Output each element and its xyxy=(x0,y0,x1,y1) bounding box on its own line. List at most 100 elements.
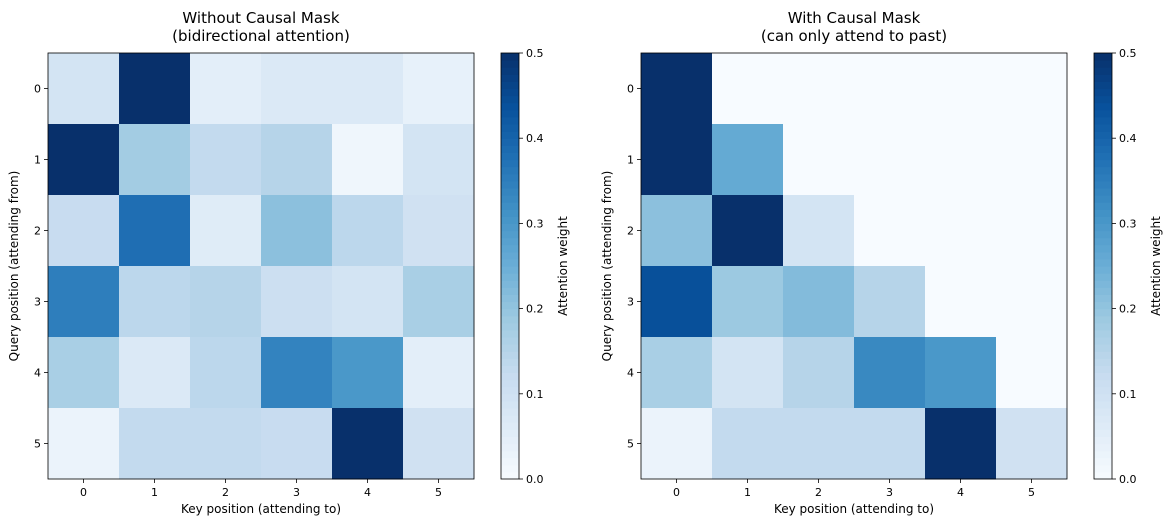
colorbar-segment xyxy=(1094,315,1112,324)
heatmap-cell-5-4 xyxy=(925,408,997,480)
colorbar-segment xyxy=(501,273,519,281)
colorbar-segment xyxy=(501,322,519,331)
heatmap-cell-2-3 xyxy=(854,195,926,267)
y-tick-label-2: 2 xyxy=(627,225,634,238)
heatmap-cell-0-1 xyxy=(119,53,191,125)
colorbar-segment xyxy=(1094,173,1112,182)
heatmap-cell-4-4 xyxy=(925,337,997,409)
colorbar-segment xyxy=(501,202,519,210)
colorbar-segment xyxy=(1094,329,1112,338)
heatmap-cell-1-4 xyxy=(332,124,404,196)
colorbar-segment xyxy=(501,223,519,232)
heatmap-cell-5-5 xyxy=(403,408,475,480)
colorbar-segment xyxy=(1094,244,1112,253)
colorbar-segment xyxy=(501,337,519,345)
colorbar-segment xyxy=(501,450,519,459)
chart-title-line-1: With Causal Mask xyxy=(788,9,921,27)
colorbar-0: 0.0 0.1 0.2 0.3 0.4 0.5 Attention weight xyxy=(500,47,570,486)
colorbar-segment xyxy=(501,372,519,381)
colorbar-segment xyxy=(501,81,519,90)
heatmap-cell-5-0 xyxy=(48,408,120,480)
colorbar-segment xyxy=(1094,400,1112,409)
colorbar-segment xyxy=(1094,372,1112,381)
colorbar-segment xyxy=(501,329,519,338)
colorbar-tick-label-2: 0.2 xyxy=(1119,303,1137,316)
colorbar-label: Attention weight xyxy=(1149,216,1163,316)
heatmap-cell-2-0 xyxy=(48,195,120,267)
colorbar-segment xyxy=(501,187,519,196)
chart-title-line-2: (can only attend to past) xyxy=(761,27,947,45)
colorbar-segment xyxy=(1094,280,1112,288)
colorbar-segment xyxy=(501,471,519,480)
heatmap-cell-3-5 xyxy=(403,266,475,338)
colorbar-segment xyxy=(501,95,519,104)
colorbar-segment xyxy=(501,400,519,409)
colorbar-segment xyxy=(1094,131,1112,139)
heatmap-cell-2-1 xyxy=(119,195,191,267)
colorbar-segment xyxy=(501,408,519,416)
heatmap-cell-3-2 xyxy=(783,266,855,338)
colorbar-segment xyxy=(501,166,519,175)
colorbar-segment xyxy=(1094,152,1112,161)
colorbar-segment xyxy=(1094,88,1112,97)
heatmap-cell-2-4 xyxy=(332,195,404,267)
y-tick-label-4: 4 xyxy=(627,367,634,380)
x-tick-label-3: 3 xyxy=(886,486,893,499)
colorbar-segment xyxy=(1094,195,1112,203)
colorbar-segment xyxy=(1094,322,1112,331)
colorbar-segment xyxy=(501,415,519,423)
heatmap-cell-4-3 xyxy=(261,337,333,409)
colorbar-tick-label-0: 0.0 xyxy=(526,473,544,486)
colorbar-tick-label-3: 0.3 xyxy=(526,217,544,230)
colorbar-segment xyxy=(501,131,519,139)
colorbar-segment xyxy=(1094,159,1112,168)
heatmap-cell-1-3 xyxy=(261,124,333,196)
colorbar-tick-label-5: 0.5 xyxy=(1119,47,1137,60)
heatmap-cell-0-2 xyxy=(783,53,855,125)
colorbar-segment xyxy=(1094,422,1112,430)
x-tick-label-5: 5 xyxy=(435,486,442,499)
chart-title-line-1: Without Causal Mask xyxy=(182,9,339,27)
colorbar-segment xyxy=(1094,386,1112,395)
colorbar-segment xyxy=(501,67,519,75)
colorbar-tick-label-1: 0.1 xyxy=(1119,388,1137,401)
colorbar-segment xyxy=(501,386,519,395)
plot-frame xyxy=(640,52,1068,480)
heatmap-cell-1-1 xyxy=(119,124,191,196)
heatmap-cell-1-1 xyxy=(712,124,784,196)
y-tick-label-1: 1 xyxy=(34,154,41,167)
colorbar-segment xyxy=(1094,294,1112,303)
x-axis-label: Key position (attending to) xyxy=(774,502,934,516)
heatmap-cell-4-4 xyxy=(332,337,404,409)
colorbar-segment xyxy=(501,351,519,359)
colorbar-segment xyxy=(1094,109,1112,118)
colorbar-segment xyxy=(1094,429,1112,437)
colorbar-segment xyxy=(1094,358,1112,366)
colorbar-segment xyxy=(501,180,519,189)
heatmap-cell-3-1 xyxy=(712,266,784,338)
colorbar-segment xyxy=(501,209,519,217)
y-tick-label-3: 3 xyxy=(34,296,41,309)
colorbar-segment xyxy=(501,301,519,310)
colorbar-segment xyxy=(501,152,519,161)
colorbar-segment xyxy=(1094,180,1112,189)
heatmap-cell-0-1 xyxy=(712,53,784,125)
heatmap-cell-4-1 xyxy=(712,337,784,409)
heatmap-cell-5-2 xyxy=(190,408,262,480)
colorbar-segment xyxy=(1094,450,1112,459)
colorbar-segment xyxy=(1094,464,1112,473)
colorbar-segment xyxy=(501,344,519,352)
colorbar-segment xyxy=(501,88,519,97)
colorbar-segment xyxy=(501,251,519,260)
heatmap-cell-5-3 xyxy=(261,408,333,480)
heatmap-cell-4-1 xyxy=(119,337,191,409)
colorbar-segment xyxy=(501,258,519,267)
colorbar-segment xyxy=(1094,301,1112,310)
heatmap-cell-3-3 xyxy=(854,266,926,338)
colorbar-segment xyxy=(501,443,519,452)
heatmap-cell-4-5 xyxy=(403,337,475,409)
x-tick-label-0: 0 xyxy=(80,486,87,499)
heatmap-cell-5-1 xyxy=(119,408,191,480)
y-axis-label: Query position (attending from) xyxy=(600,171,614,362)
